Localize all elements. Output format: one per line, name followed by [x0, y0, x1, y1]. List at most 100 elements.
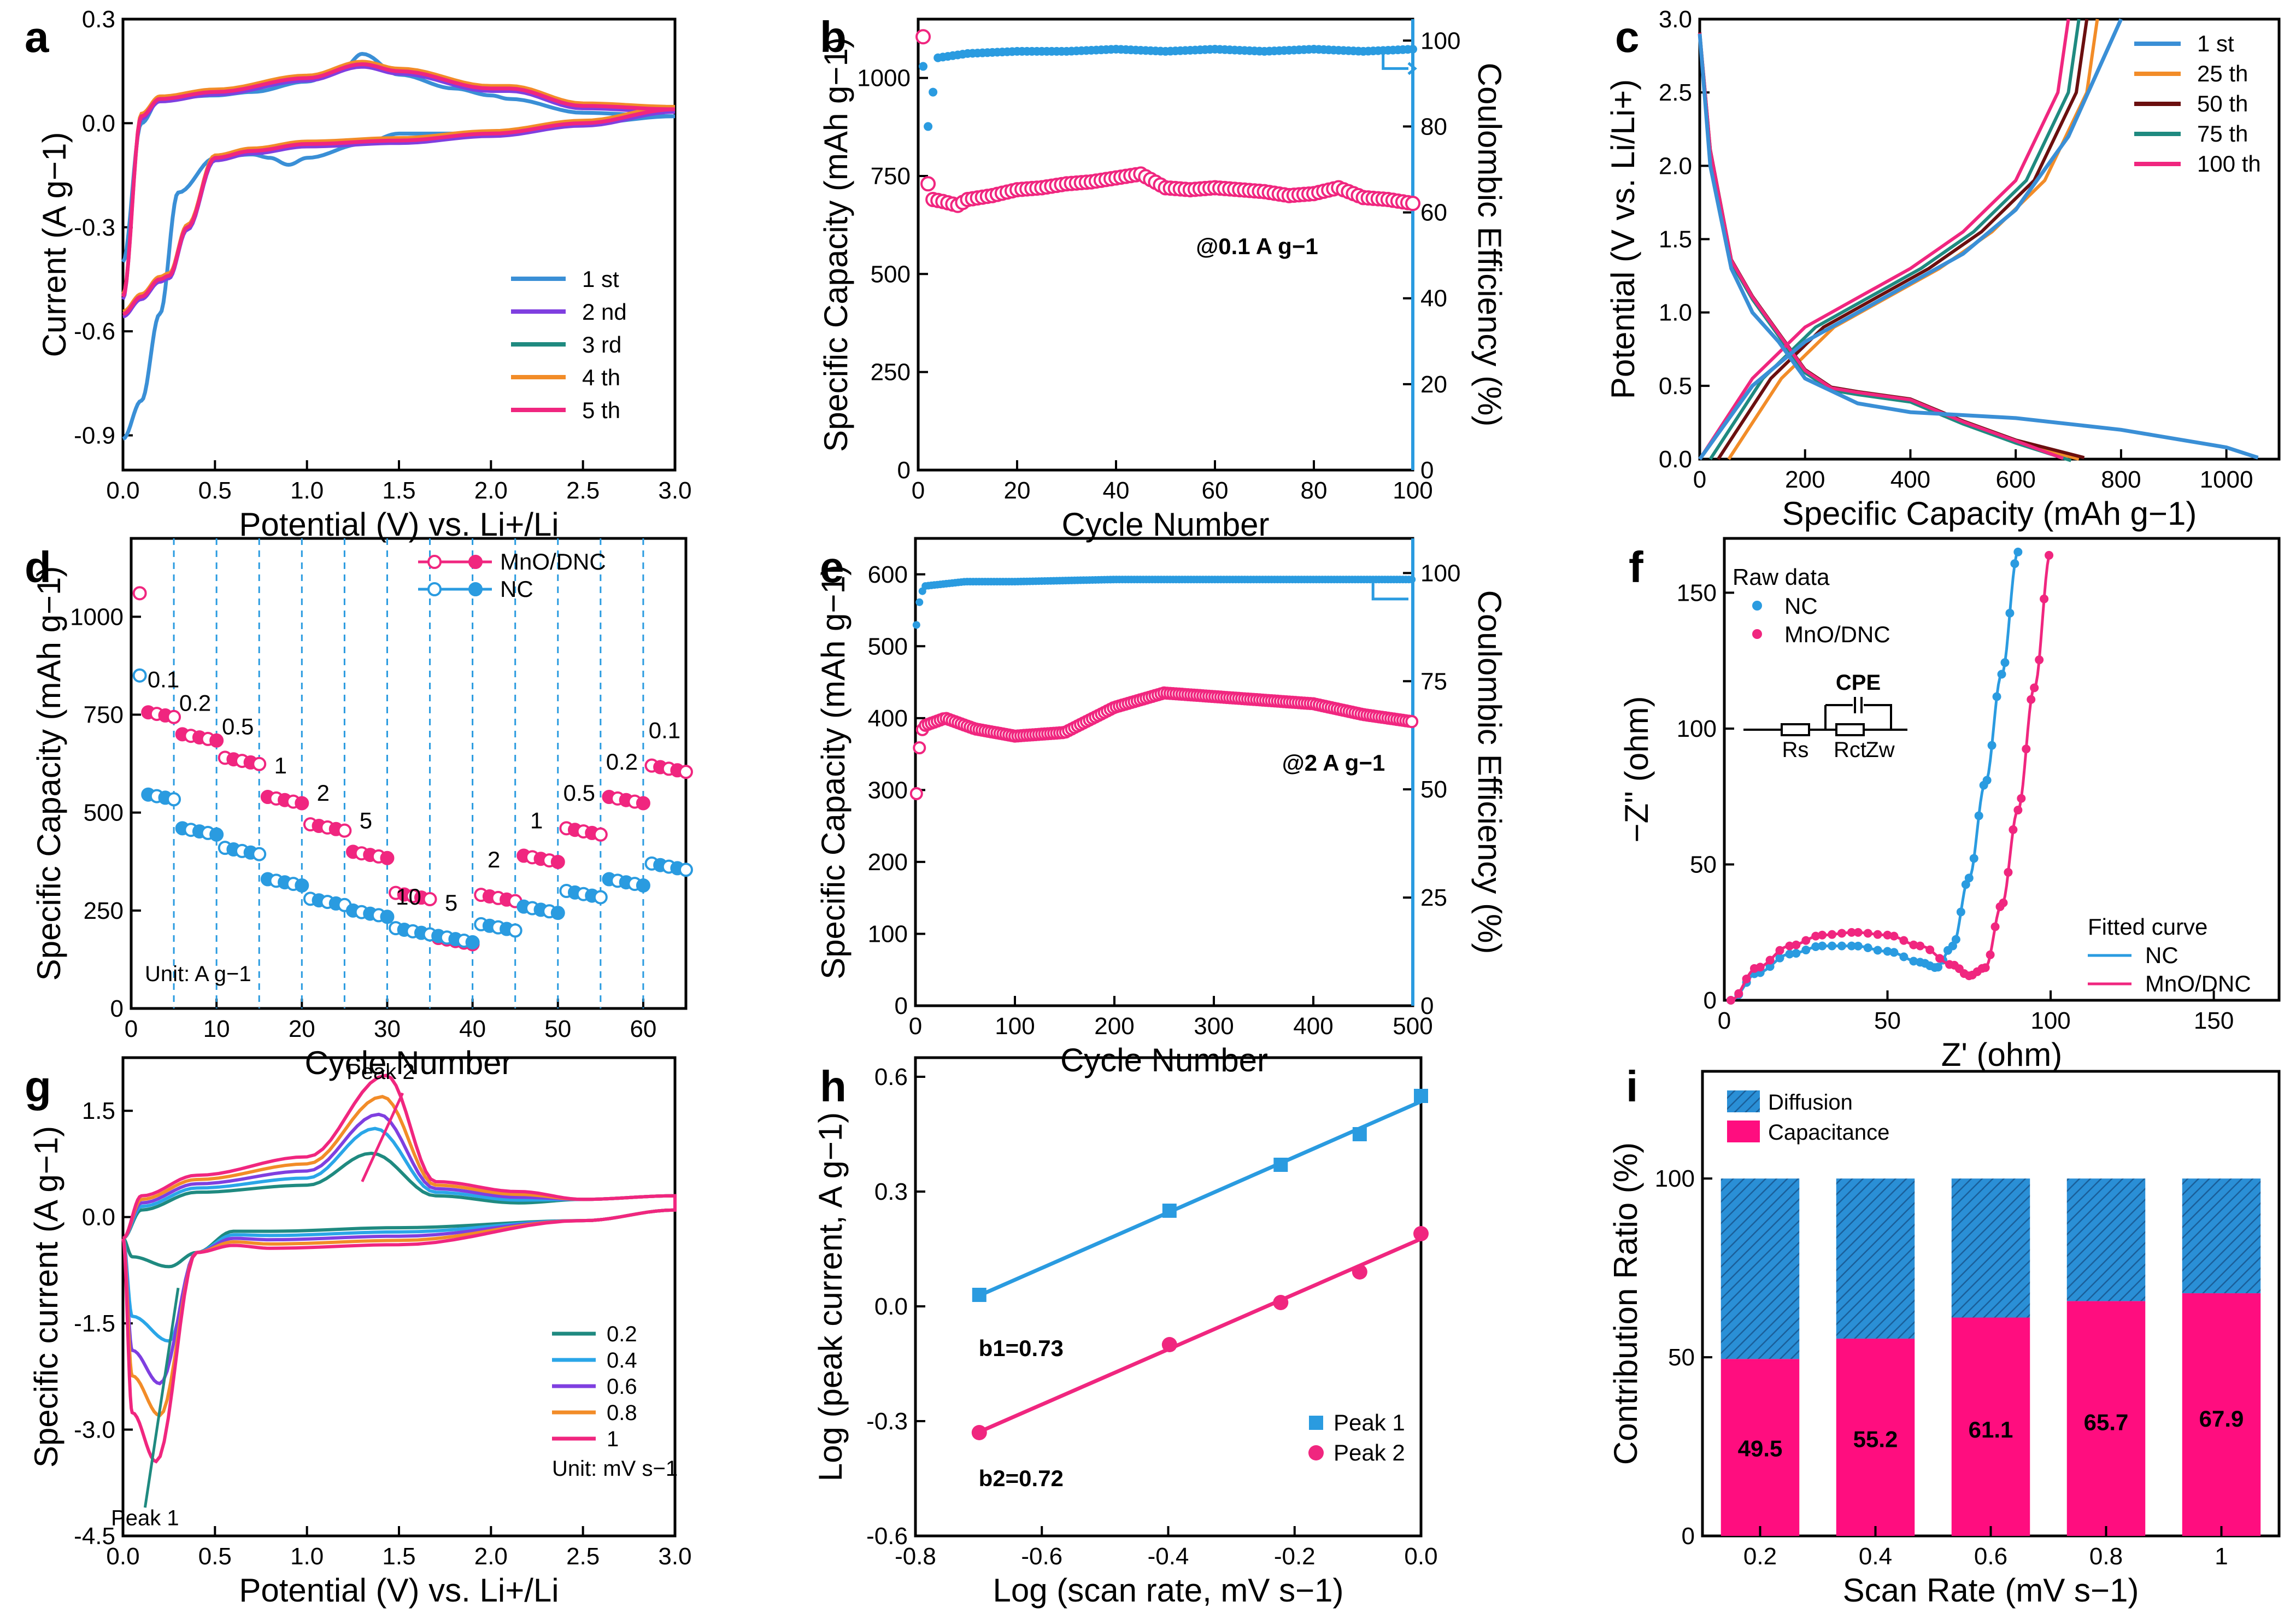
peak1-point [1414, 1089, 1428, 1103]
raw-point [1853, 941, 1863, 951]
legend-label: Diffusion [1768, 1090, 1853, 1114]
raw-point [1818, 930, 1827, 940]
y-tick-label: 0 [1704, 987, 1717, 1014]
capacitance-value-label: 65.7 [2084, 1410, 2129, 1435]
x-tick-label: 0.0 [106, 477, 139, 504]
rate-label: 10 [396, 884, 421, 910]
y-tick-label: 400 [868, 705, 908, 732]
mno-dnc-point [422, 892, 437, 907]
y-tick-label: 0 [897, 457, 911, 484]
panel-i: 0 50 100 49.5 0.2 55.2 0.4 61.1 0.6 65.7 0.8 67.9 1 D… [1607, 1070, 2281, 1609]
raw-point [1899, 952, 1909, 961]
rate-label: 0.1 [148, 666, 179, 692]
circuit-rct-label: Rct [1834, 738, 1866, 762]
peak1-arrow [143, 1287, 180, 1508]
charge-1st [1698, 18, 2123, 461]
capacitance-bar [2066, 1301, 2146, 1536]
mno-dnc-point [252, 756, 267, 771]
y-tick-label: 0.0 [82, 1204, 115, 1231]
peak1-point [1273, 1158, 1288, 1172]
y2-tick-label: 0 [1420, 457, 1434, 484]
capacitance-value-label: 49.5 [1738, 1435, 1783, 1461]
y2-tick-label: 60 [1420, 200, 1447, 226]
legend-marker [1752, 601, 1762, 611]
x-tick-label: 3.0 [658, 1543, 691, 1570]
x-tick-label: 0.6 [1974, 1543, 2007, 1570]
nc-point [508, 923, 522, 938]
raw-point [2027, 695, 2036, 704]
y2-axis-label: Coulombic Efficiency (%) [1471, 63, 1508, 427]
x-tick-label: 1.0 [290, 1543, 324, 1570]
x-tick-label: 10 [203, 1016, 230, 1042]
y-tick-label: 500 [871, 261, 911, 288]
panel-h: -0.8 -0.6 -0.4 -0.2 0.0-0.6-0.30.00.30.6Log … [812, 1056, 1438, 1609]
panel-letter-f: f [1629, 543, 1643, 591]
raw-point [1792, 949, 1801, 958]
nc-point [679, 863, 693, 877]
fit-line [978, 1099, 1422, 1298]
x-tick-label: 200 [1094, 1013, 1134, 1040]
legend-label: NC [1784, 593, 1818, 619]
x-tick-label: -0.2 [1274, 1543, 1316, 1570]
y-tick-label: 0.3 [874, 1178, 908, 1205]
raw-point [1726, 996, 1735, 1005]
raw-point [2022, 744, 2031, 754]
x-tick-label: 600 [1995, 466, 2035, 493]
nc-point [252, 847, 267, 861]
mno-dnc-point [550, 854, 565, 869]
diffusion-bar [1720, 1178, 1800, 1359]
raw-point [1948, 941, 1957, 951]
peak2-point [1413, 1226, 1429, 1241]
raw-point [1734, 989, 1743, 998]
y-tick-label: 100 [1655, 1165, 1695, 1192]
panel-a: 0.0 0.5 1.0 1.5 2.0 2.5 3.0 -0.9 -0.6 -0.3 0.0 0.3 P… [36, 6, 692, 543]
x-tick-label: 0.8 [2089, 1543, 2123, 1570]
capacitance-value-label: 67.9 [2199, 1406, 2244, 1432]
y2-tick-label: 50 [1420, 776, 1447, 803]
y-tick-label: 0.6 [874, 1064, 908, 1090]
raw-point [1925, 945, 1935, 954]
x-tick-label: 0 [1693, 466, 1706, 493]
y-tick-label: -0.3 [74, 214, 115, 241]
mno-dnc-point [337, 823, 352, 838]
y-tick-label: 600 [868, 561, 908, 588]
legend-label: 100 th [2197, 151, 2261, 177]
raw-point [2013, 547, 2023, 556]
peak1-label: Peak 1 [111, 1506, 179, 1530]
panel-f: 0 50 100 150 0 50 100 150 Z' (ohm) −Z'' (ohm) Raw … [1618, 537, 2281, 1073]
raw-point [1974, 811, 1983, 820]
y-axis-label: Current (A g−1) [36, 132, 73, 357]
charge-50th [1717, 19, 2089, 460]
x-tick-label: 2.5 [566, 1543, 600, 1570]
x-tick-label: -0.4 [1148, 1543, 1189, 1570]
circuit-rs-label: Rs [1782, 738, 1809, 762]
y-axis-label: −Z'' (ohm) [1618, 696, 1655, 843]
raw-point [1990, 922, 2000, 931]
series-5th-curve [121, 62, 676, 316]
y-tick-label: 0.5 [1659, 373, 1692, 400]
capacity-point [915, 29, 931, 45]
rate-label: 1 [530, 807, 543, 833]
capacity-point [1405, 715, 1419, 729]
efficiency-point [915, 598, 924, 606]
x-tick-label: 50 [1874, 1007, 1901, 1034]
nc-point [295, 878, 309, 893]
y-tick-label: 3.0 [1659, 6, 1692, 33]
rate-label: 5 [445, 890, 457, 916]
efficiency-point [1408, 45, 1417, 54]
legend-label: NC [500, 576, 533, 602]
legend-marker [1752, 629, 1762, 639]
legend-label: 1 st [582, 266, 619, 292]
legend-label: 0.2 [607, 1322, 637, 1346]
raw-point [1969, 854, 1978, 863]
y-tick-label: 1000 [70, 603, 124, 630]
capacitance-bar [1951, 1317, 2030, 1536]
legend-label: 25 th [2197, 61, 2248, 86]
raw-point [1883, 930, 1892, 940]
raw-point [1765, 955, 1775, 965]
x-tick-label: 400 [1293, 1013, 1333, 1040]
legend-raw-title: Raw data [1733, 564, 1830, 590]
peak1-point [1352, 1127, 1367, 1141]
